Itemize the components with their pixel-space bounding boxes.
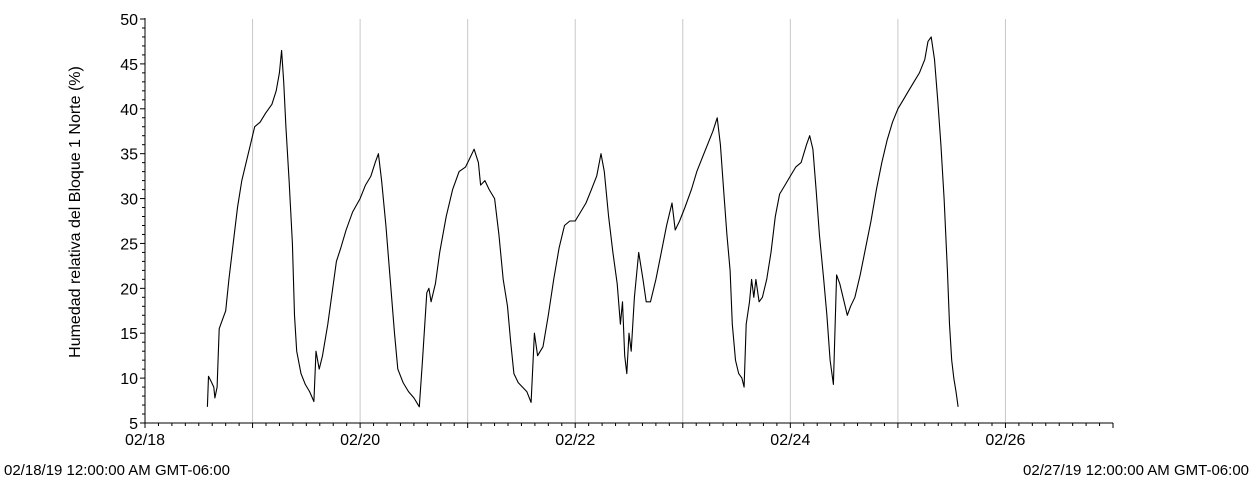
y-tick-label: 15 [120, 326, 138, 343]
tick-labels: 5 10 15 20 25 30 35 40 45 50 02/18 02/20 02/22 02/24 0… [120, 12, 1025, 449]
axes [140, 18, 1114, 428]
x-tick-label: 02/20 [340, 432, 380, 449]
y-tick-label: 10 [120, 371, 138, 388]
x-tick-label: 02/24 [770, 432, 810, 449]
y-axis-title: Humedad relativa del Bloque 1 Norte (%) [67, 66, 84, 358]
humidity-series-line [206, 36, 959, 408]
y-tick-label: 45 [120, 57, 138, 74]
x-tick-label: 02/26 [985, 432, 1025, 449]
x-tick-label: 02/22 [555, 432, 595, 449]
y-tick-label: 40 [120, 102, 138, 119]
series-layer [206, 36, 959, 408]
range-start-label: 02/18/19 12:00:00 AM GMT-06:00 [4, 462, 230, 479]
y-tick-label: 35 [120, 147, 138, 164]
x-tick-label: 02/18 [125, 432, 165, 449]
y-tick-label: 30 [120, 192, 138, 209]
vertical-gridlines [252, 19, 1006, 423]
range-end-label: 02/27/19 12:00:00 AM GMT-06:00 [1023, 462, 1249, 479]
y-tick-label: 50 [120, 12, 138, 29]
y-tick-label: 25 [120, 236, 138, 253]
y-tick-label: 5 [129, 416, 138, 433]
y-tick-label: 20 [120, 281, 138, 298]
